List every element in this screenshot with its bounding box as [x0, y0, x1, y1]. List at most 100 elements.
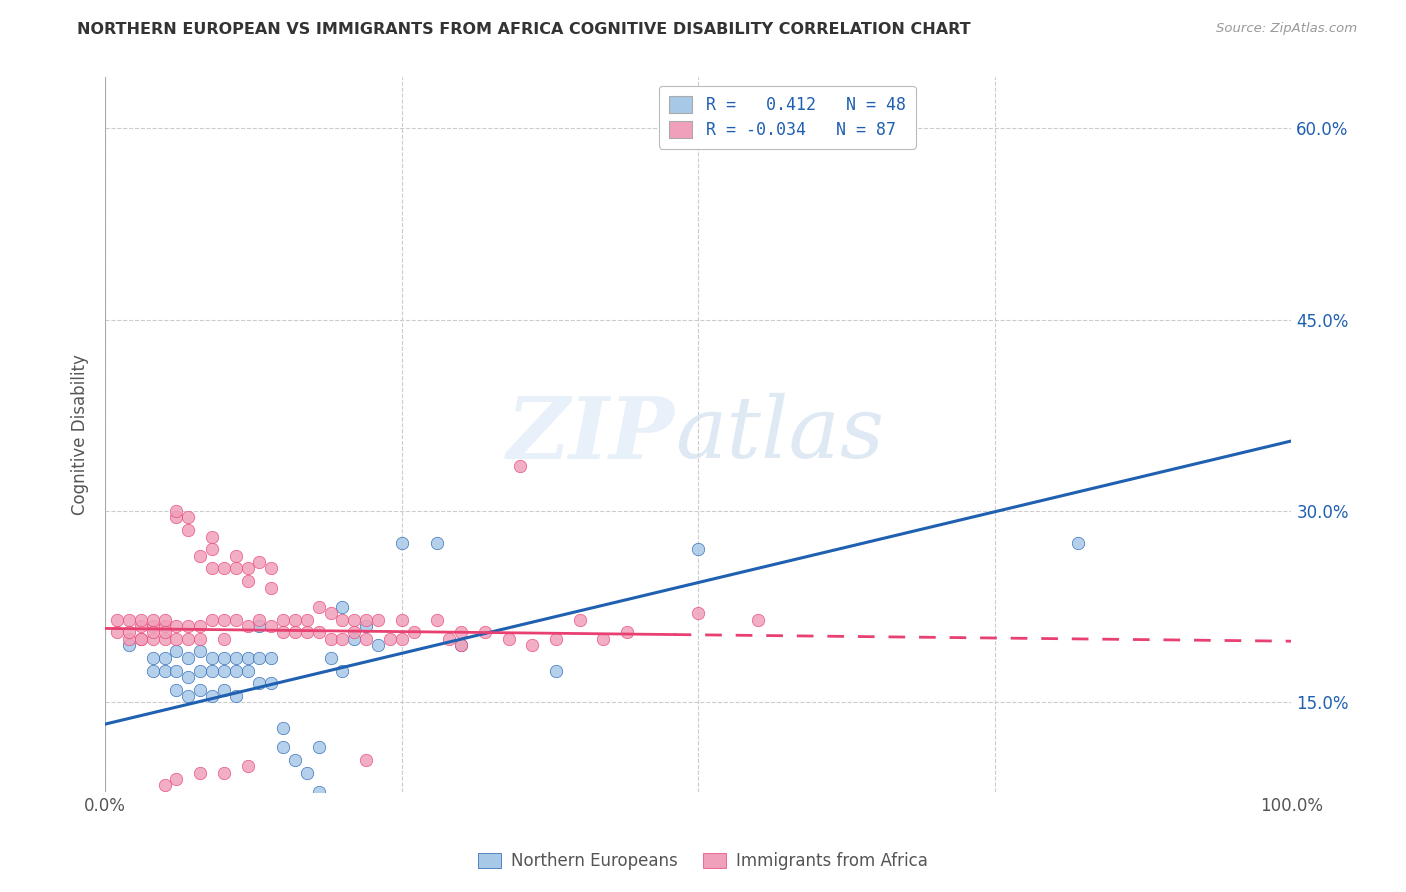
- Point: [260, 650, 283, 665]
- Point: [308, 785, 330, 799]
- Point: [177, 689, 200, 703]
- Point: [212, 682, 235, 697]
- Point: [129, 632, 152, 646]
- Point: [201, 561, 224, 575]
- Point: [271, 721, 294, 735]
- Point: [225, 650, 247, 665]
- Point: [188, 664, 211, 678]
- Point: [616, 625, 638, 640]
- Point: [378, 632, 401, 646]
- Point: [177, 650, 200, 665]
- Point: [544, 664, 567, 678]
- Point: [153, 632, 176, 646]
- Point: [260, 561, 283, 575]
- Point: [212, 613, 235, 627]
- Point: [118, 625, 141, 640]
- Point: [153, 625, 176, 640]
- Point: [225, 613, 247, 627]
- Point: [188, 644, 211, 658]
- Point: [225, 689, 247, 703]
- Point: [284, 625, 307, 640]
- Point: [142, 632, 165, 646]
- Text: atlas: atlas: [675, 393, 884, 476]
- Point: [165, 510, 187, 524]
- Point: [129, 619, 152, 633]
- Point: [165, 619, 187, 633]
- Point: [367, 613, 389, 627]
- Point: [201, 650, 224, 665]
- Point: [343, 632, 366, 646]
- Point: [165, 632, 187, 646]
- Point: [271, 613, 294, 627]
- Point: [249, 555, 271, 569]
- Point: [225, 664, 247, 678]
- Point: [319, 632, 342, 646]
- Point: [688, 542, 710, 557]
- Point: [343, 625, 366, 640]
- Point: [474, 625, 496, 640]
- Point: [188, 682, 211, 697]
- Point: [225, 549, 247, 563]
- Point: [201, 530, 224, 544]
- Point: [284, 613, 307, 627]
- Point: [439, 632, 461, 646]
- Point: [165, 772, 187, 786]
- Point: [153, 650, 176, 665]
- Point: [260, 676, 283, 690]
- Point: [177, 670, 200, 684]
- Point: [249, 613, 271, 627]
- Point: [354, 753, 377, 767]
- Point: [177, 632, 200, 646]
- Point: [391, 613, 413, 627]
- Y-axis label: Cognitive Disability: Cognitive Disability: [72, 354, 89, 515]
- Point: [367, 638, 389, 652]
- Point: [260, 581, 283, 595]
- Legend: Northern Europeans, Immigrants from Africa: Northern Europeans, Immigrants from Afri…: [471, 846, 935, 877]
- Point: [212, 765, 235, 780]
- Point: [522, 638, 544, 652]
- Point: [391, 536, 413, 550]
- Point: [568, 613, 591, 627]
- Point: [177, 510, 200, 524]
- Point: [249, 650, 271, 665]
- Point: [153, 613, 176, 627]
- Point: [165, 644, 187, 658]
- Point: [118, 632, 141, 646]
- Point: [332, 632, 354, 646]
- Point: [188, 619, 211, 633]
- Point: [308, 599, 330, 614]
- Point: [153, 664, 176, 678]
- Point: [319, 606, 342, 620]
- Point: [153, 619, 176, 633]
- Point: [332, 613, 354, 627]
- Point: [747, 613, 769, 627]
- Point: [509, 459, 531, 474]
- Point: [105, 625, 128, 640]
- Point: [343, 613, 366, 627]
- Point: [236, 561, 259, 575]
- Point: [201, 542, 224, 557]
- Point: [188, 632, 211, 646]
- Point: [142, 625, 165, 640]
- Point: [236, 574, 259, 589]
- Point: [142, 650, 165, 665]
- Point: [118, 638, 141, 652]
- Point: [177, 619, 200, 633]
- Point: [201, 664, 224, 678]
- Point: [236, 650, 259, 665]
- Point: [260, 619, 283, 633]
- Point: [426, 613, 449, 627]
- Point: [354, 613, 377, 627]
- Point: [592, 632, 614, 646]
- Point: [544, 632, 567, 646]
- Point: [165, 504, 187, 518]
- Point: [295, 625, 318, 640]
- Point: [212, 664, 235, 678]
- Text: ZIP: ZIP: [506, 392, 675, 476]
- Point: [225, 561, 247, 575]
- Point: [249, 676, 271, 690]
- Point: [142, 613, 165, 627]
- Point: [212, 650, 235, 665]
- Point: [295, 765, 318, 780]
- Point: [165, 664, 187, 678]
